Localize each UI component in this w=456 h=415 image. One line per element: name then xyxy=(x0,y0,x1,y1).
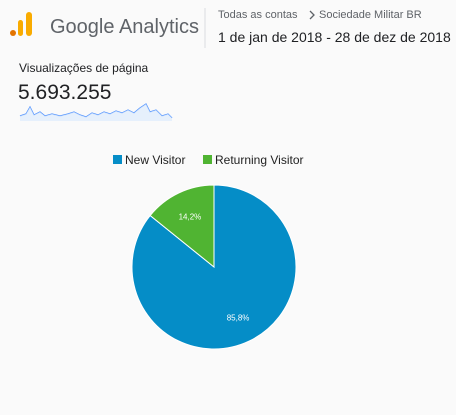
legend-swatch xyxy=(113,155,122,164)
legend-label: Returning Visitor xyxy=(215,153,304,167)
sparkline-area xyxy=(20,104,172,121)
logo xyxy=(10,12,32,36)
slice-label: 14,2% xyxy=(179,213,202,222)
legend-swatch xyxy=(203,155,212,164)
date-range[interactable]: 1 de jan de 2018 - 28 de dez de 2018 xyxy=(218,29,451,45)
product-name: Google Analytics xyxy=(50,16,199,38)
legend-label: New Visitor xyxy=(125,153,185,167)
metric-label: Visualizações de página xyxy=(19,61,149,75)
property[interactable]: Sociedade Militar BR xyxy=(319,9,422,21)
pie-chart: New Visitor Returning Visitor 85,8% 14,2% xyxy=(113,153,304,350)
account[interactable]: Todas as contas xyxy=(218,9,298,21)
slice-label: 85,8% xyxy=(227,313,250,322)
breadcrumb-chevron xyxy=(309,10,315,20)
pie-slice xyxy=(149,184,215,269)
metric-value: 5.693.255 xyxy=(18,81,111,104)
